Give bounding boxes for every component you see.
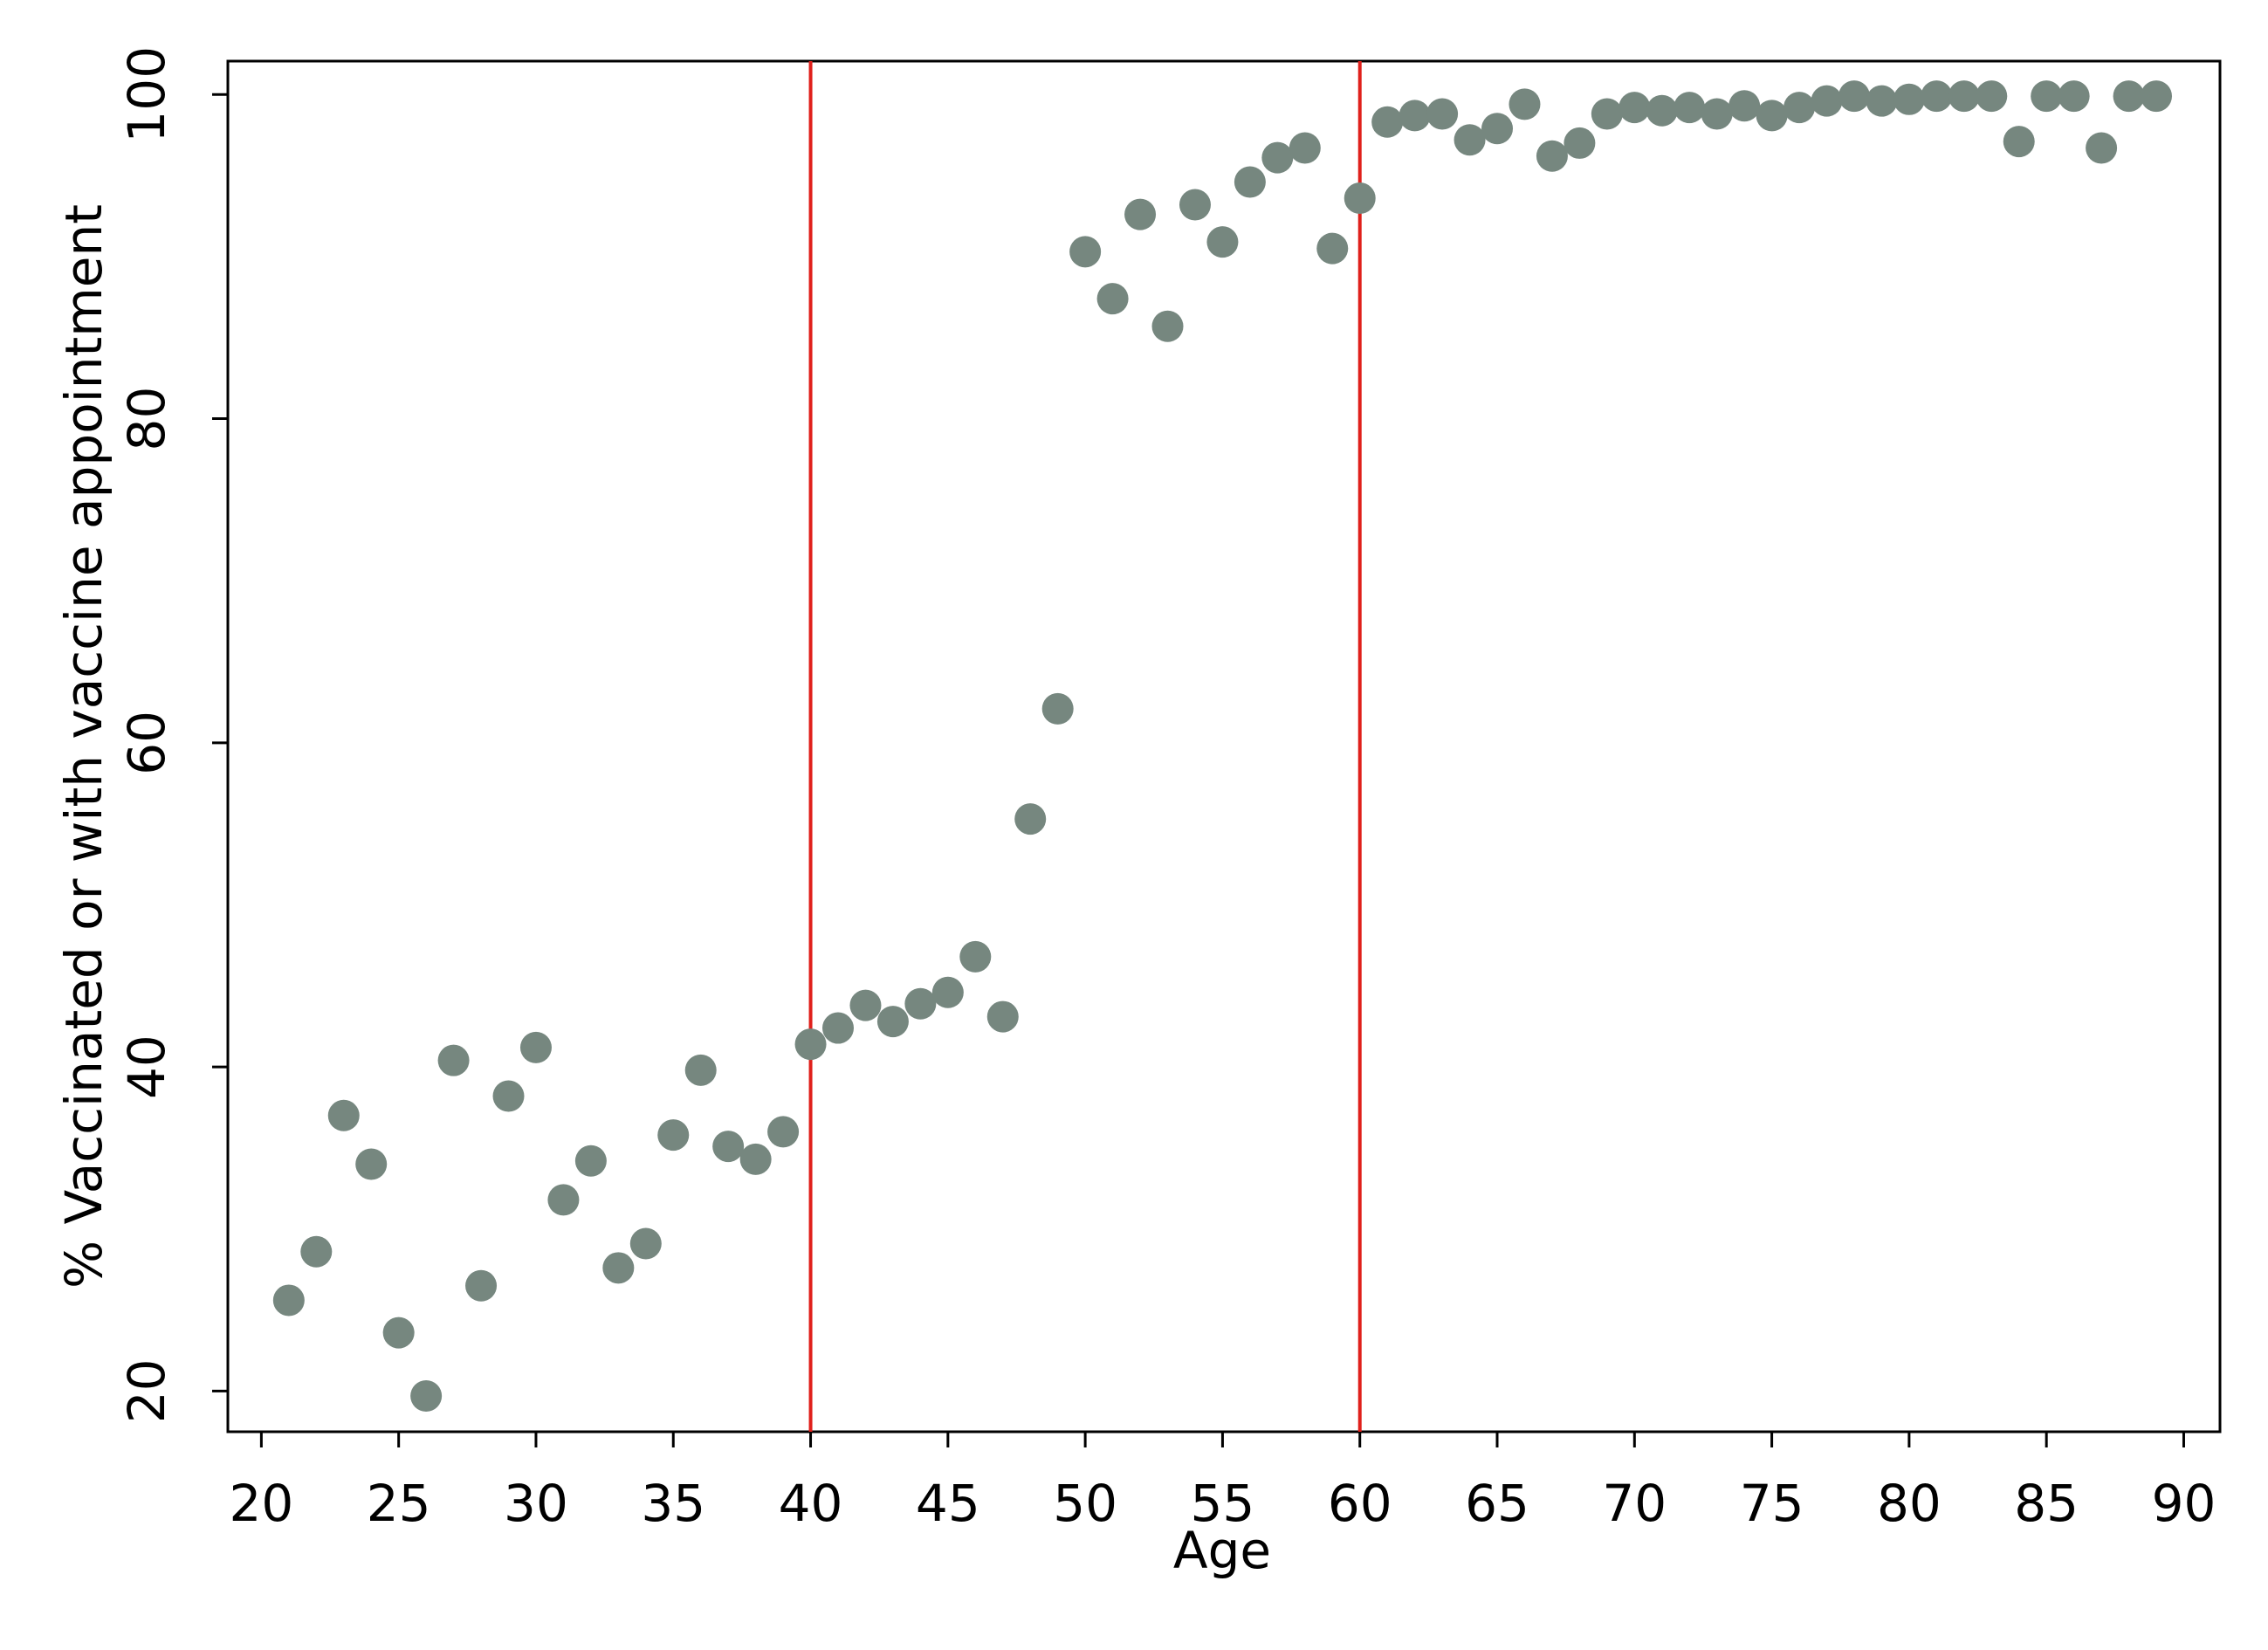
x-tick-label: 40 xyxy=(779,1474,843,1533)
point xyxy=(2031,80,2063,113)
x-tick-label: 65 xyxy=(1465,1474,1529,1533)
point xyxy=(437,1044,470,1076)
x-tick-label: 25 xyxy=(367,1474,431,1533)
point xyxy=(1756,100,1788,132)
point xyxy=(657,1119,690,1152)
point xyxy=(2058,80,2090,113)
point xyxy=(822,1012,855,1044)
point xyxy=(1179,189,1211,221)
x-axis-label: Age xyxy=(1173,1521,1271,1580)
point xyxy=(355,1148,388,1180)
x-tick-label: 80 xyxy=(1877,1474,1942,1533)
point xyxy=(1371,106,1404,138)
point xyxy=(1948,80,1980,113)
point xyxy=(382,1317,415,1349)
point xyxy=(1344,182,1376,215)
point xyxy=(1426,98,1459,130)
point xyxy=(986,1000,1019,1033)
point xyxy=(1096,283,1129,315)
y-tick-label: 100 xyxy=(117,46,176,143)
point xyxy=(1564,127,1596,159)
point xyxy=(1454,124,1486,156)
y-tick-label: 20 xyxy=(117,1358,176,1423)
point xyxy=(794,1028,827,1061)
point xyxy=(1591,98,1623,130)
point xyxy=(1893,83,1925,115)
point xyxy=(1069,236,1102,268)
point xyxy=(876,1006,909,1038)
point xyxy=(629,1227,662,1260)
y-tick-label: 40 xyxy=(117,1035,176,1099)
x-tick-label: 75 xyxy=(1740,1474,1804,1533)
point xyxy=(684,1054,717,1086)
point xyxy=(519,1031,552,1063)
point xyxy=(767,1116,800,1148)
y-tick-label: 80 xyxy=(117,387,176,451)
x-tick-label: 85 xyxy=(2014,1474,2079,1533)
point xyxy=(959,940,992,973)
x-tick-label: 50 xyxy=(1053,1474,1117,1533)
point xyxy=(2141,80,2173,113)
point xyxy=(574,1145,607,1177)
point xyxy=(272,1284,305,1317)
point xyxy=(1014,803,1047,835)
point xyxy=(602,1252,635,1284)
point xyxy=(931,976,964,1008)
point xyxy=(1261,141,1294,174)
point xyxy=(904,987,937,1020)
point xyxy=(2113,80,2145,113)
point xyxy=(2086,132,2118,164)
point xyxy=(712,1131,745,1163)
y-axis-label: % Vaccinated or with vaccine appointment xyxy=(54,204,113,1289)
point xyxy=(327,1099,360,1131)
point xyxy=(1206,226,1239,258)
point xyxy=(1509,88,1541,120)
point xyxy=(300,1235,333,1268)
point xyxy=(1976,80,2008,113)
point xyxy=(1921,80,1953,113)
x-tick-label: 30 xyxy=(504,1474,568,1533)
point xyxy=(547,1184,580,1216)
point xyxy=(492,1080,525,1112)
x-tick-label: 55 xyxy=(1191,1474,1255,1533)
point xyxy=(1481,113,1514,145)
point xyxy=(739,1143,772,1175)
point xyxy=(1838,80,1870,113)
point xyxy=(1234,166,1266,198)
x-tick-label: 90 xyxy=(2152,1474,2216,1533)
point xyxy=(1289,132,1321,164)
point xyxy=(1124,198,1157,230)
point xyxy=(1646,94,1678,127)
point xyxy=(1701,98,1733,130)
x-tick-label: 45 xyxy=(916,1474,980,1533)
point xyxy=(1041,692,1074,725)
y-tick-label: 60 xyxy=(117,711,176,775)
point xyxy=(465,1269,498,1302)
point xyxy=(1783,92,1816,124)
point xyxy=(1619,92,1651,124)
plot-frame xyxy=(226,59,2222,1433)
point xyxy=(1811,85,1843,117)
point xyxy=(849,989,882,1021)
point xyxy=(1399,100,1431,132)
x-tick-label: 70 xyxy=(1602,1474,1667,1533)
point xyxy=(1866,85,1898,117)
point xyxy=(410,1379,443,1412)
point xyxy=(1536,140,1568,172)
point xyxy=(1316,232,1349,265)
point xyxy=(1674,92,1706,124)
point xyxy=(1728,90,1761,122)
x-tick-label: 20 xyxy=(229,1474,293,1533)
point xyxy=(1151,310,1184,342)
x-tick-label: 60 xyxy=(1328,1474,1392,1533)
x-tick-label: 35 xyxy=(641,1474,705,1533)
point xyxy=(2003,126,2035,158)
